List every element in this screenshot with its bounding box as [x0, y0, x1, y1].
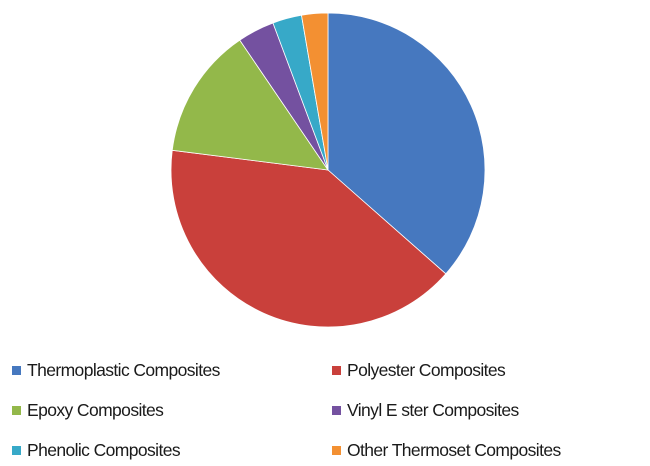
legend-label-thermoplastic: Thermoplastic Composites — [27, 360, 220, 380]
pie-slice-epoxy — [171, 39, 329, 171]
legend-item-thermoplastic: Thermoplastic Composites — [12, 360, 220, 381]
legend-swatch-thermoplastic — [12, 366, 21, 375]
legend-item-polyester: Polyester Composites — [332, 360, 506, 381]
legend-swatch-phenolic — [12, 446, 21, 455]
legend-item-epoxy: Epoxy Composites — [12, 400, 164, 421]
pie-slice-other-thermoset — [301, 12, 329, 171]
legend-label-phenolic: Phenolic Composites — [27, 440, 181, 460]
legend-swatch-other-thermoset — [332, 446, 341, 455]
legend-item-other-thermoset: Other Thermoset Composites — [332, 440, 561, 461]
legend-label-epoxy: Epoxy Composites — [27, 400, 164, 420]
legend-label-vinyl-ester: Vinyl E ster Composites — [347, 400, 519, 420]
legend-swatch-vinyl-ester — [332, 406, 341, 415]
legend-label-other-thermoset: Other Thermoset Composites — [347, 440, 561, 460]
legend-item-phenolic: Phenolic Composites — [12, 440, 181, 461]
pie-slice-polyester — [170, 149, 447, 328]
pie-plot-area — [170, 12, 486, 328]
pie-slice-thermoplastic — [327, 12, 486, 275]
legend-swatch-polyester — [332, 366, 341, 375]
legend-swatch-epoxy — [12, 406, 21, 415]
legend-item-vinyl-ester: Vinyl E ster Composites — [332, 400, 519, 421]
legend-label-polyester: Polyester Composites — [347, 360, 506, 380]
